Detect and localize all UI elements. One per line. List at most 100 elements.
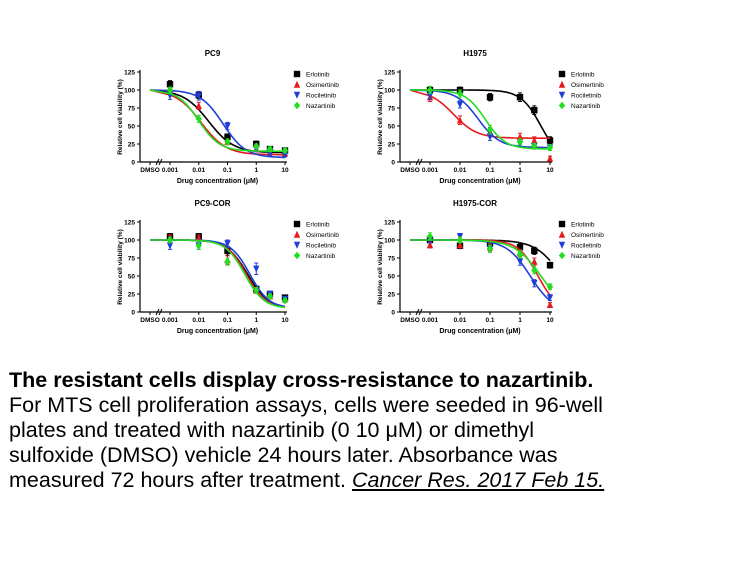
data-point [531,106,538,114]
data-point [516,258,524,266]
data-point [456,89,464,98]
data-point [426,92,434,100]
legend-marker [558,70,566,78]
chart-panel-4: H1975-COR 0 25 50 75 100 125 DMSO 0.001 0.01 0.1 1 1… [377,199,604,335]
data-point [253,142,260,150]
data-point [546,262,554,269]
x-tick-label: 0.01 [192,317,205,324]
data-point [516,244,524,251]
data-point [224,138,231,146]
data-point [266,145,274,153]
legend-label: Rociletinib [306,243,336,250]
legend: Erlotinib Osimertinib Rociletinib Nazartini… [293,70,339,110]
legend-marker [293,101,301,110]
x-tick-label: 0.001 [162,167,179,174]
data-point [486,133,494,141]
legend-marker [293,220,301,228]
caption-line-2: plates and treated with nazartinib (0 10… [9,418,535,442]
x-axis-label: Drug concentration (μM) [177,328,258,335]
data-point [195,241,202,250]
data-point [516,138,524,146]
legend-marker [293,241,301,249]
data-point [546,294,554,302]
fit-curve [149,89,285,159]
data-point [456,116,464,124]
data-point [531,247,538,254]
legend-label: Rociletinib [306,93,336,100]
y-tick-label: 100 [384,88,395,95]
x-tick-label: 0.1 [485,317,494,324]
x-axis-label: Drug concentration (μM) [439,328,520,335]
legend-label: Osimertinib [571,232,604,239]
legend: Erlotinib Osimertinib Rociletinib Nazartini… [293,220,339,260]
legend-marker [293,251,301,260]
data-point [281,151,289,159]
legend-marker [558,91,566,99]
caption-line-1: For MTS cell proliferation assays, cells… [9,393,603,417]
fit-curve [150,239,286,309]
data-point [531,280,538,287]
legend-label: Rociletinib [571,93,601,100]
axis-break-mark [418,308,423,316]
x-tick-label: 0.001 [422,317,439,324]
legend-marker [293,80,301,88]
y-axis-label: Relative cell viability (%) [117,79,124,155]
reference-link[interactable]: Cancer Res. 2017 Feb 15. [352,468,605,492]
x-tick-label: 10 [281,317,289,324]
caption-line-4-text: measured 72 hours after treatment. [9,468,347,492]
y-tick-label: 0 [391,310,395,317]
y-tick-label: 50 [388,274,396,281]
y-tick-label: 125 [384,70,395,77]
data-point [516,94,524,101]
data-point [195,92,202,100]
y-tick-label: 75 [128,106,136,113]
legend-label: Erlotinib [571,72,595,79]
series-nazartinib [410,232,554,291]
legend-label: Nazartinib [306,103,336,110]
legend: Erlotinib Osimertinib Rociletinib Nazartini… [558,220,604,260]
data-point [546,301,554,308]
chart-title: PC9-COR [194,199,230,208]
data-point [224,247,231,254]
axis-break-mark [415,158,420,166]
legend-label: Nazartinib [571,253,601,260]
data-point [224,133,231,140]
x-tick-label: 0.001 [422,167,439,174]
x-tick-label: 1 [254,167,258,174]
fit-curve [410,89,551,142]
data-point [516,250,524,259]
axis-break-mark [158,158,163,166]
y-tick-label: 0 [391,160,395,167]
legend-marker [558,101,566,110]
legend-label: Osimertinib [571,82,604,89]
axis-break-mark [418,158,423,166]
data-point [456,241,464,249]
data-point [166,242,174,250]
legend-marker [558,220,566,228]
figure-caption: The resistant cells display cross-resist… [9,368,754,493]
data-point [516,133,524,140]
x-tick-label: 10 [281,167,289,174]
y-tick-label: 25 [128,292,136,299]
chart-panel-2: H1975 0 25 50 75 100 125 DMSO 0.001 0.01 0.1 1 10 Dru… [377,49,604,185]
legend-marker [558,80,566,88]
caption-title: The resistant cells display cross-resist… [9,368,594,392]
x-tick-label: DMSO [400,167,420,174]
legend-label: Erlotinib [306,72,330,79]
chart-title: PC9 [205,49,221,58]
series-nazartinib [409,85,554,152]
y-tick-label: 50 [128,274,136,281]
fit-curve [149,89,285,152]
y-tick-label: 100 [124,238,135,245]
chart-panel-1: PC9 0 25 50 75 100 125 DMSO 0.001 0.01 0.1 1 10 Drug … [117,49,339,185]
data-point [281,296,289,305]
data-point [426,86,434,94]
data-point [253,265,260,273]
legend-label: Nazartinib [571,103,601,110]
data-point [195,115,202,123]
data-point [266,150,274,158]
legend-marker [558,251,566,260]
legend-marker [293,230,301,238]
data-point [266,292,274,300]
